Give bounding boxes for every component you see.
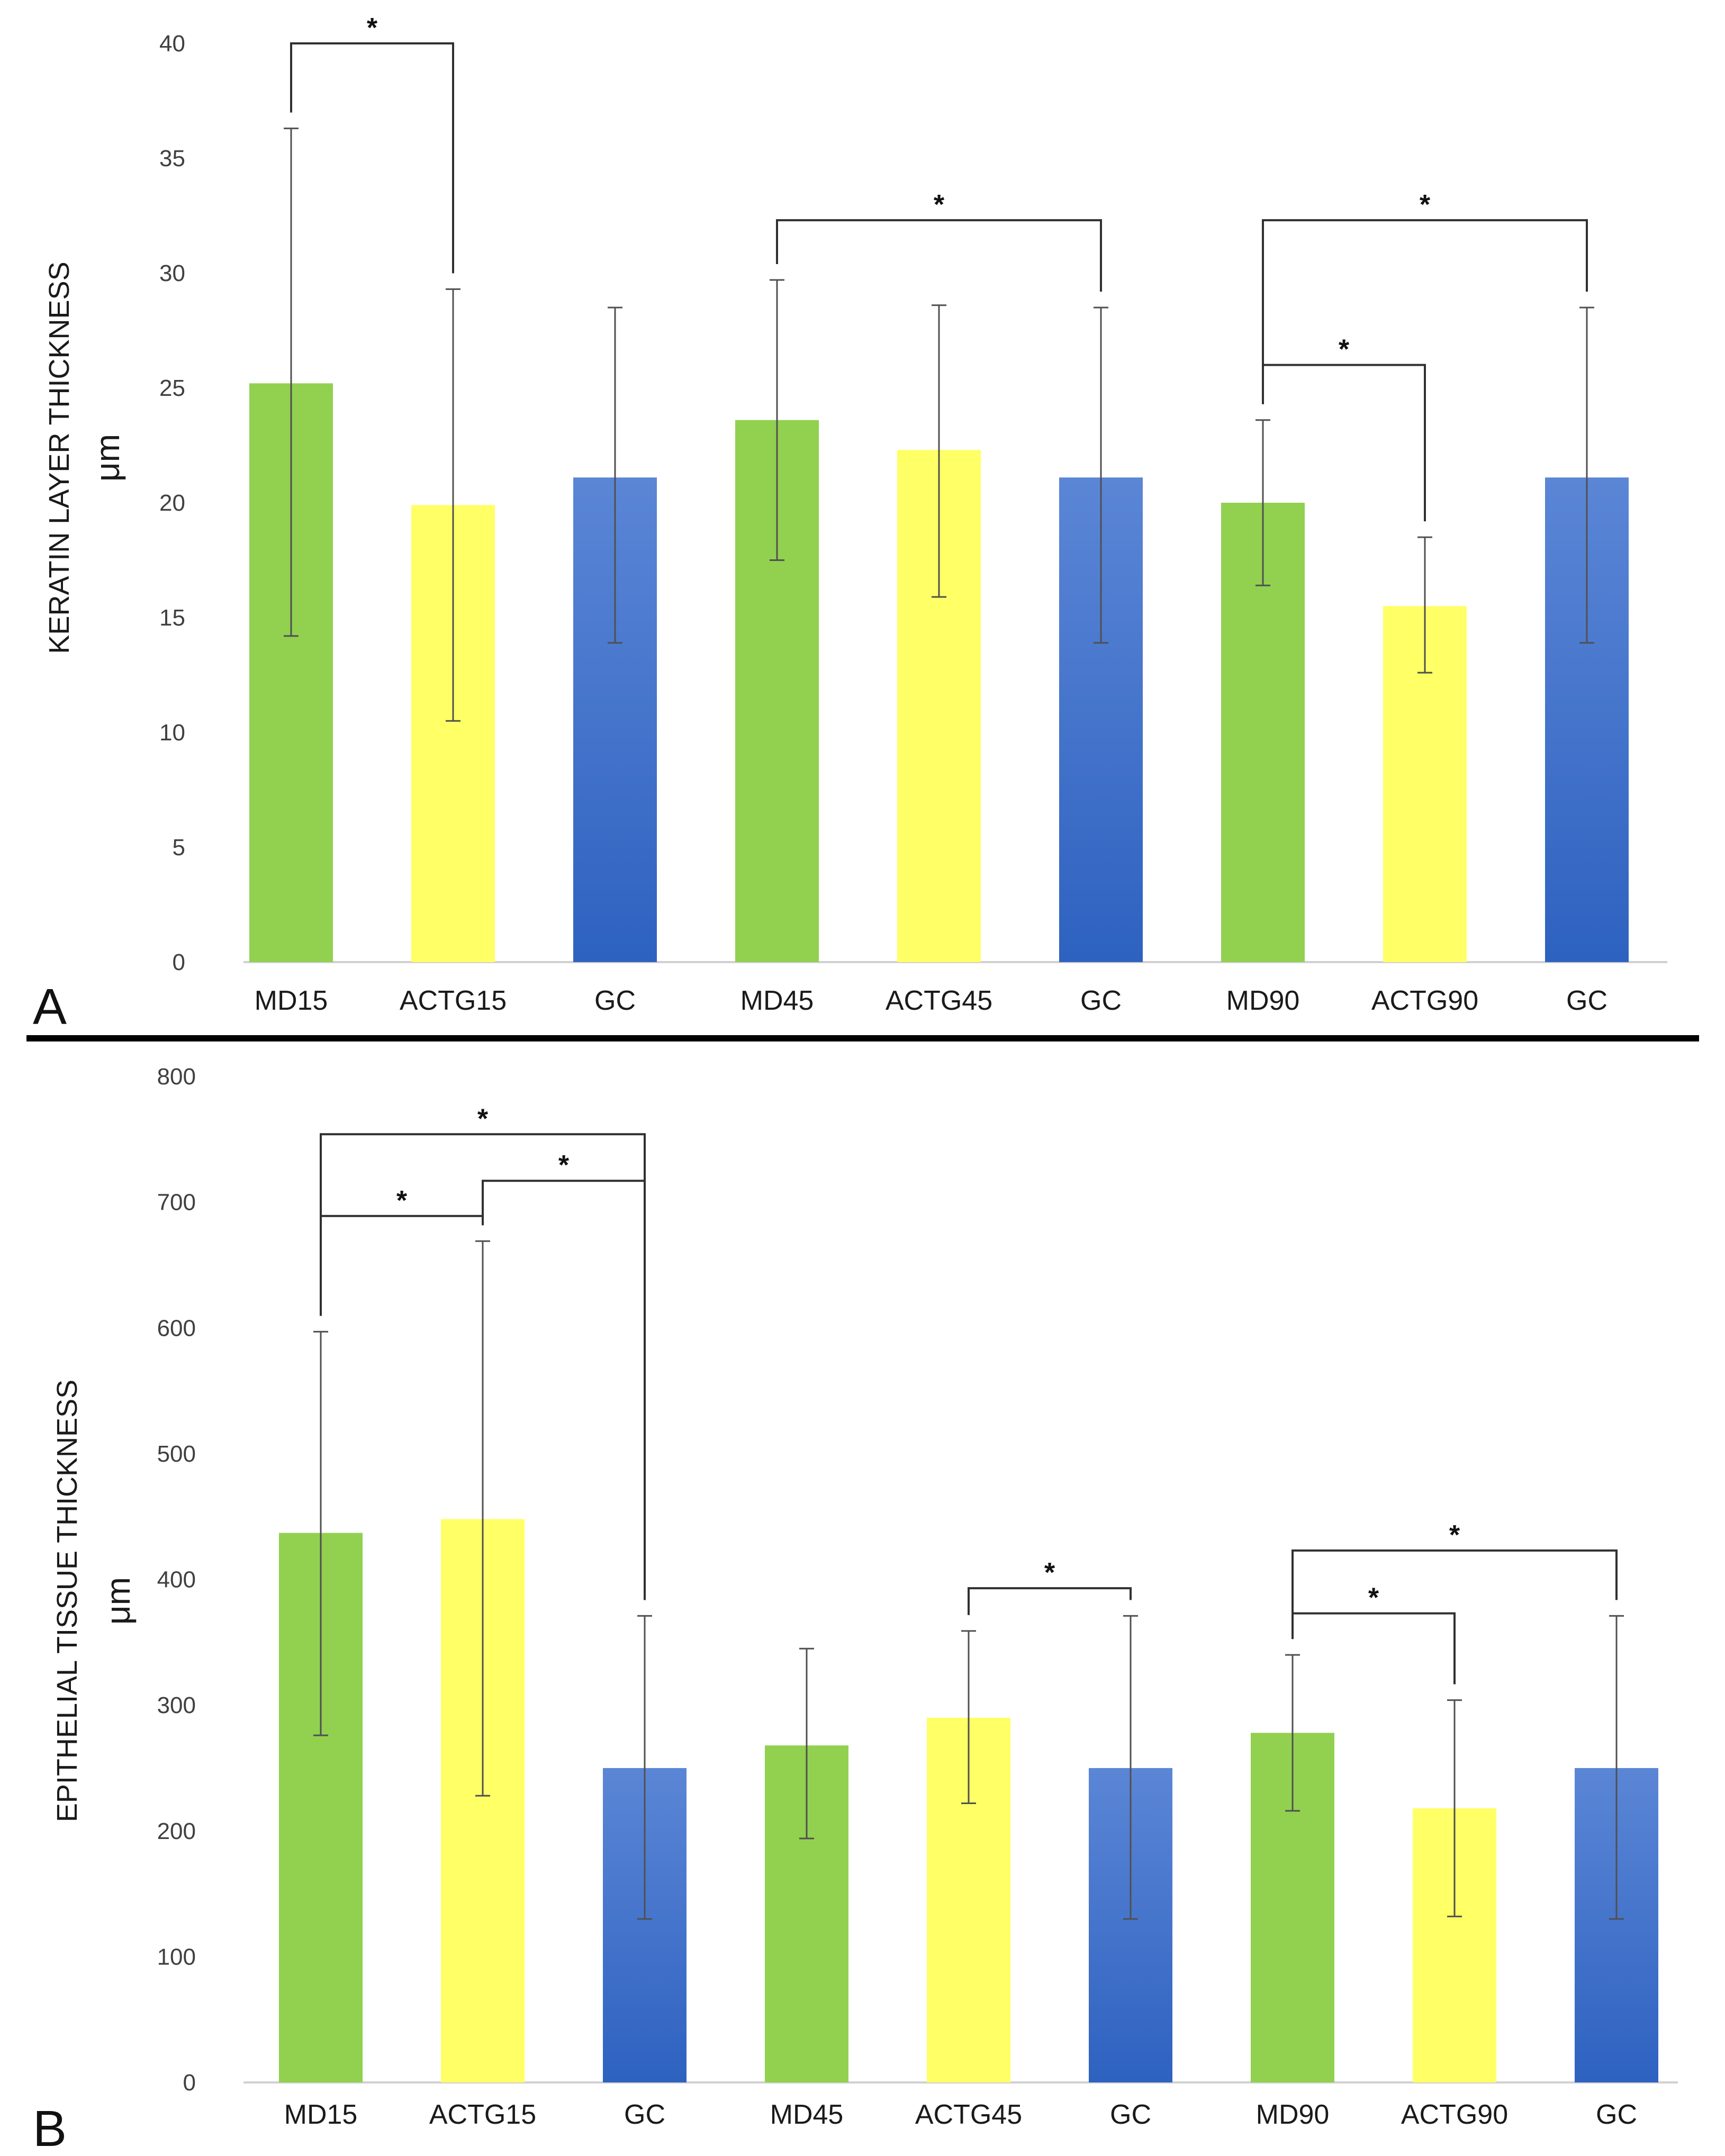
x-category-label: GC: [1566, 985, 1607, 1016]
x-category-label: MD15: [255, 985, 328, 1016]
panel-b-chart: 0 100 200 300 400 500 600 700 800 * * * * * * MD15 ACTG1…: [33, 1064, 1678, 2156]
y-tick-label: 40: [159, 31, 185, 57]
significance-bracket: [290, 42, 454, 274]
x-category-label: ACTG90: [1371, 985, 1478, 1016]
x-category-label: MD45: [740, 985, 814, 1016]
x-category-label: ACTG15: [429, 2099, 536, 2130]
x-category-label: ACTG45: [886, 985, 992, 1016]
x-category-label: GC: [594, 985, 636, 1016]
y-tick-label: 500: [157, 1441, 196, 1467]
x-category-label: MD90: [1256, 2099, 1330, 2130]
significance-star: *: [367, 13, 378, 43]
significance-star: *: [396, 1185, 408, 1216]
significance-bracket: [1292, 1549, 1618, 1639]
panel-letter: A: [33, 979, 67, 1035]
y-tick-label: 10: [159, 720, 185, 746]
significance-star: *: [934, 189, 945, 220]
significance-bracket: [968, 1587, 1132, 1615]
x-category-label: MD15: [284, 2099, 358, 2130]
x-category-label: MD45: [770, 2099, 844, 2130]
x-category-label: ACTG15: [400, 985, 507, 1016]
panel-letter: B: [33, 2100, 67, 2156]
significance-bracket: [1262, 364, 1426, 522]
significance-star: *: [1339, 334, 1350, 365]
y-tick-label: 400: [157, 1567, 196, 1593]
y-tick-label: 700: [157, 1190, 196, 1216]
y-tick-label: 0: [183, 2070, 196, 2096]
significance-bracket: [1262, 219, 1588, 404]
significance-star: *: [1449, 1520, 1460, 1551]
x-category-label: MD90: [1226, 985, 1300, 1016]
y-tick-label: 30: [159, 260, 185, 286]
significance-bracket: [776, 219, 1102, 292]
x-category-label: GC: [1596, 2099, 1637, 2130]
significance-bracket: [1292, 1612, 1456, 1684]
significance-bracket: [482, 1180, 646, 1600]
significance-bracket: [320, 1215, 484, 1316]
y-tick-label: 600: [157, 1315, 196, 1341]
significance-star: *: [477, 1103, 489, 1134]
y-tick-label: 25: [159, 375, 185, 401]
y-axis-unit: μm: [88, 434, 127, 482]
x-category-label: ACTG90: [1401, 2099, 1508, 2130]
y-tick-label: 200: [157, 1818, 196, 1844]
x-category-label: ACTG45: [915, 2099, 1022, 2130]
y-tick-label: 35: [159, 146, 185, 171]
y-tick-label: 100: [157, 1944, 196, 1970]
y-tick-label: 0: [173, 949, 185, 975]
x-category-label: GC: [1110, 2099, 1151, 2130]
y-tick-label: 15: [159, 605, 185, 631]
y-axis-label: KERATIN LAYER THICKNESS: [43, 261, 75, 654]
y-tick-label: 20: [159, 490, 185, 516]
y-tick-label: 5: [173, 835, 185, 860]
panel-a-chart: 0 5 10 15 20 25 30 35 40 * * * * MD15 ACTG15 GC MD45 ACTG…: [33, 13, 1667, 1035]
y-axis-label: EPITHELIAL TISSUE THICKNESS: [51, 1380, 83, 1822]
significance-star: *: [1368, 1583, 1379, 1614]
y-axis-unit: μm: [99, 1577, 137, 1625]
significance-star: *: [1420, 189, 1431, 220]
x-category-label: GC: [1080, 985, 1122, 1016]
y-tick-label: 300: [157, 1692, 196, 1718]
significance-star: *: [1044, 1557, 1055, 1588]
x-category-label: GC: [624, 2099, 665, 2130]
significance-star: *: [558, 1150, 570, 1181]
y-tick-label: 800: [157, 1064, 196, 1090]
